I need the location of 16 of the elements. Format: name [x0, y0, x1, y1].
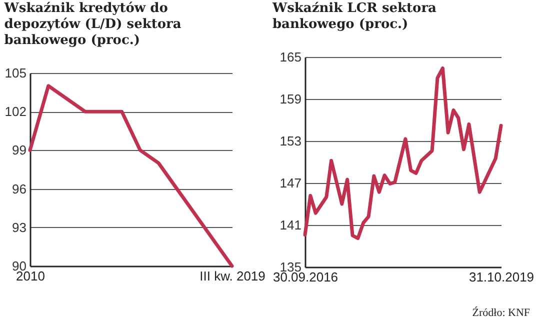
text: Źródło: KNF — [472, 307, 530, 319]
line-series — [303, 66, 503, 240]
y-tick-label: 105 — [4, 66, 26, 80]
chart-title: Wskaźnik LCR sektora bankowego (proc.) — [271, 1, 438, 32]
chart-title: Wskaźnik kredytów do depozytów (L/D) sektora bankowego (proc.) — [3, 1, 182, 48]
x-tick-label: 31.10.2019 — [468, 270, 534, 284]
y-tick-label: 93 — [12, 220, 26, 235]
y-tick-label: 102 — [4, 104, 26, 120]
y-tick-label: 159 — [280, 92, 302, 106]
y-tick-label: 147 — [280, 176, 302, 190]
y-tick-label: 153 — [280, 134, 302, 148]
y-tick-label: 96 — [12, 181, 26, 196]
y-tick-label: 99 — [12, 142, 26, 158]
y-tick-label: 165 — [280, 50, 302, 64]
y-tick-label: 141 — [280, 218, 302, 232]
x-tick-label: III kw. 2019 — [200, 268, 266, 284]
